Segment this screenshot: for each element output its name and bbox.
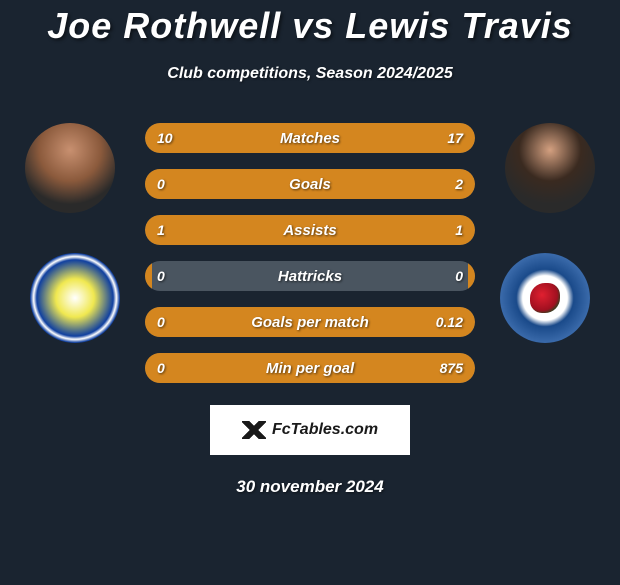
stat-label: Assists xyxy=(145,215,475,245)
stat-label: Matches xyxy=(145,123,475,153)
chart-icon xyxy=(242,421,266,439)
subtitle: Club competitions, Season 2024/2025 xyxy=(10,65,610,83)
stat-row: 0875Min per goal xyxy=(145,353,475,383)
branding-box: FcTables.com xyxy=(210,405,410,455)
player-left-avatar xyxy=(25,123,115,213)
date-text: 30 november 2024 xyxy=(10,477,610,497)
stat-row: 00Hattricks xyxy=(145,261,475,291)
stat-label: Min per goal xyxy=(145,353,475,383)
stat-row: 11Assists xyxy=(145,215,475,245)
stat-rows: 1017Matches 02Goals 11Assists 00Hattricks 00… xyxy=(145,123,475,399)
club-right-badge xyxy=(500,253,590,343)
player-right-avatar xyxy=(505,123,595,213)
stat-row: 02Goals xyxy=(145,169,475,199)
stat-label: Hattricks xyxy=(145,261,475,291)
page-title: Joe Rothwell vs Lewis Travis xyxy=(10,5,610,47)
stat-label: Goals per match xyxy=(145,307,475,337)
stat-row: 00.12Goals per match xyxy=(145,307,475,337)
stats-area: 1017Matches 02Goals 11Assists 00Hattricks 00… xyxy=(10,123,610,393)
comparison-card: Joe Rothwell vs Lewis Travis Club compet… xyxy=(0,5,620,497)
branding-text: FcTables.com xyxy=(272,421,378,439)
stat-label: Goals xyxy=(145,169,475,199)
stat-row: 1017Matches xyxy=(145,123,475,153)
club-left-badge xyxy=(30,253,120,343)
